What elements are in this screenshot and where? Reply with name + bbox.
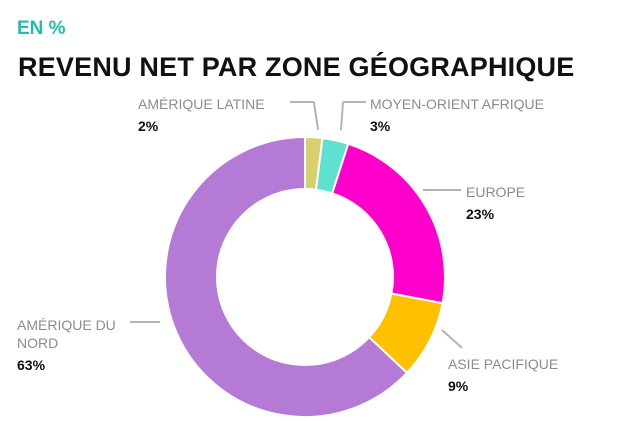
slice-value: 3% [370, 118, 391, 134]
slice-name: MOYEN-ORIENT AFRIQUE [370, 96, 544, 112]
slice-label-europe: EUROPE 23% [466, 183, 525, 223]
slice-europe [330, 142, 446, 305]
slice-value: 9% [448, 378, 469, 394]
slice-name: AMÉRIQUE LATINE [138, 96, 265, 112]
leader-line [313, 101, 319, 131]
slice-value: 23% [466, 206, 495, 222]
chart-title: REVENU NET PAR ZONE GÉOGRAPHIQUE [18, 52, 575, 82]
slice-label-asie-pacifique: ASIE PACIFIQUE 9% [448, 355, 558, 395]
leader-line [340, 101, 344, 131]
slice-name: ASIE PACIFIQUE [448, 356, 559, 372]
leader-line [441, 329, 463, 349]
slice-label-amerique-du-nord: AMÉRIQUE DU NORD 63% [17, 316, 135, 374]
slice-name: AMÉRIQUE DU NORD [17, 317, 116, 351]
slice-amerique-du-nord [164, 135, 409, 418]
slice-label-moyen-orient-afrique: MOYEN-ORIENT AFRIQUE 3% [370, 95, 544, 135]
slice-name: EUROPE [466, 184, 526, 200]
slice-label-amerique-latine: AMÉRIQUE LATINE 2% [138, 95, 265, 135]
slice-value: 63% [17, 357, 46, 373]
slice-value: 2% [138, 118, 159, 134]
unit-label: EN % [17, 18, 66, 39]
